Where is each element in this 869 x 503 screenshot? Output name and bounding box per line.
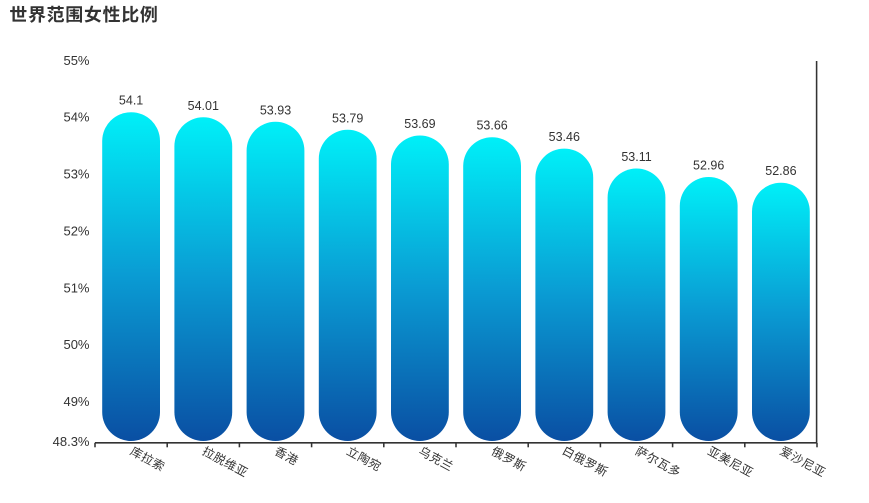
svg-text:53.46: 53.46 (549, 130, 580, 144)
svg-text:53.11: 53.11 (621, 150, 651, 164)
svg-text:53%: 53% (63, 167, 89, 182)
svg-text:48.3%: 48.3% (53, 434, 90, 449)
svg-text:53.93: 53.93 (260, 103, 291, 117)
svg-text:53.66: 53.66 (476, 119, 507, 133)
svg-text:52.96: 52.96 (693, 159, 724, 173)
svg-text:49%: 49% (63, 394, 89, 409)
svg-text:50%: 50% (63, 337, 89, 352)
svg-text:54.01: 54.01 (188, 99, 219, 113)
svg-text:53.69: 53.69 (404, 117, 435, 131)
svg-text:55%: 55% (63, 53, 89, 68)
svg-text:52.86: 52.86 (765, 164, 796, 178)
svg-text:52%: 52% (63, 223, 89, 238)
svg-text:51%: 51% (63, 280, 89, 295)
svg-text:54%: 54% (63, 110, 89, 125)
svg-text:54.1: 54.1 (119, 94, 143, 108)
svg-text:53.79: 53.79 (332, 111, 363, 125)
